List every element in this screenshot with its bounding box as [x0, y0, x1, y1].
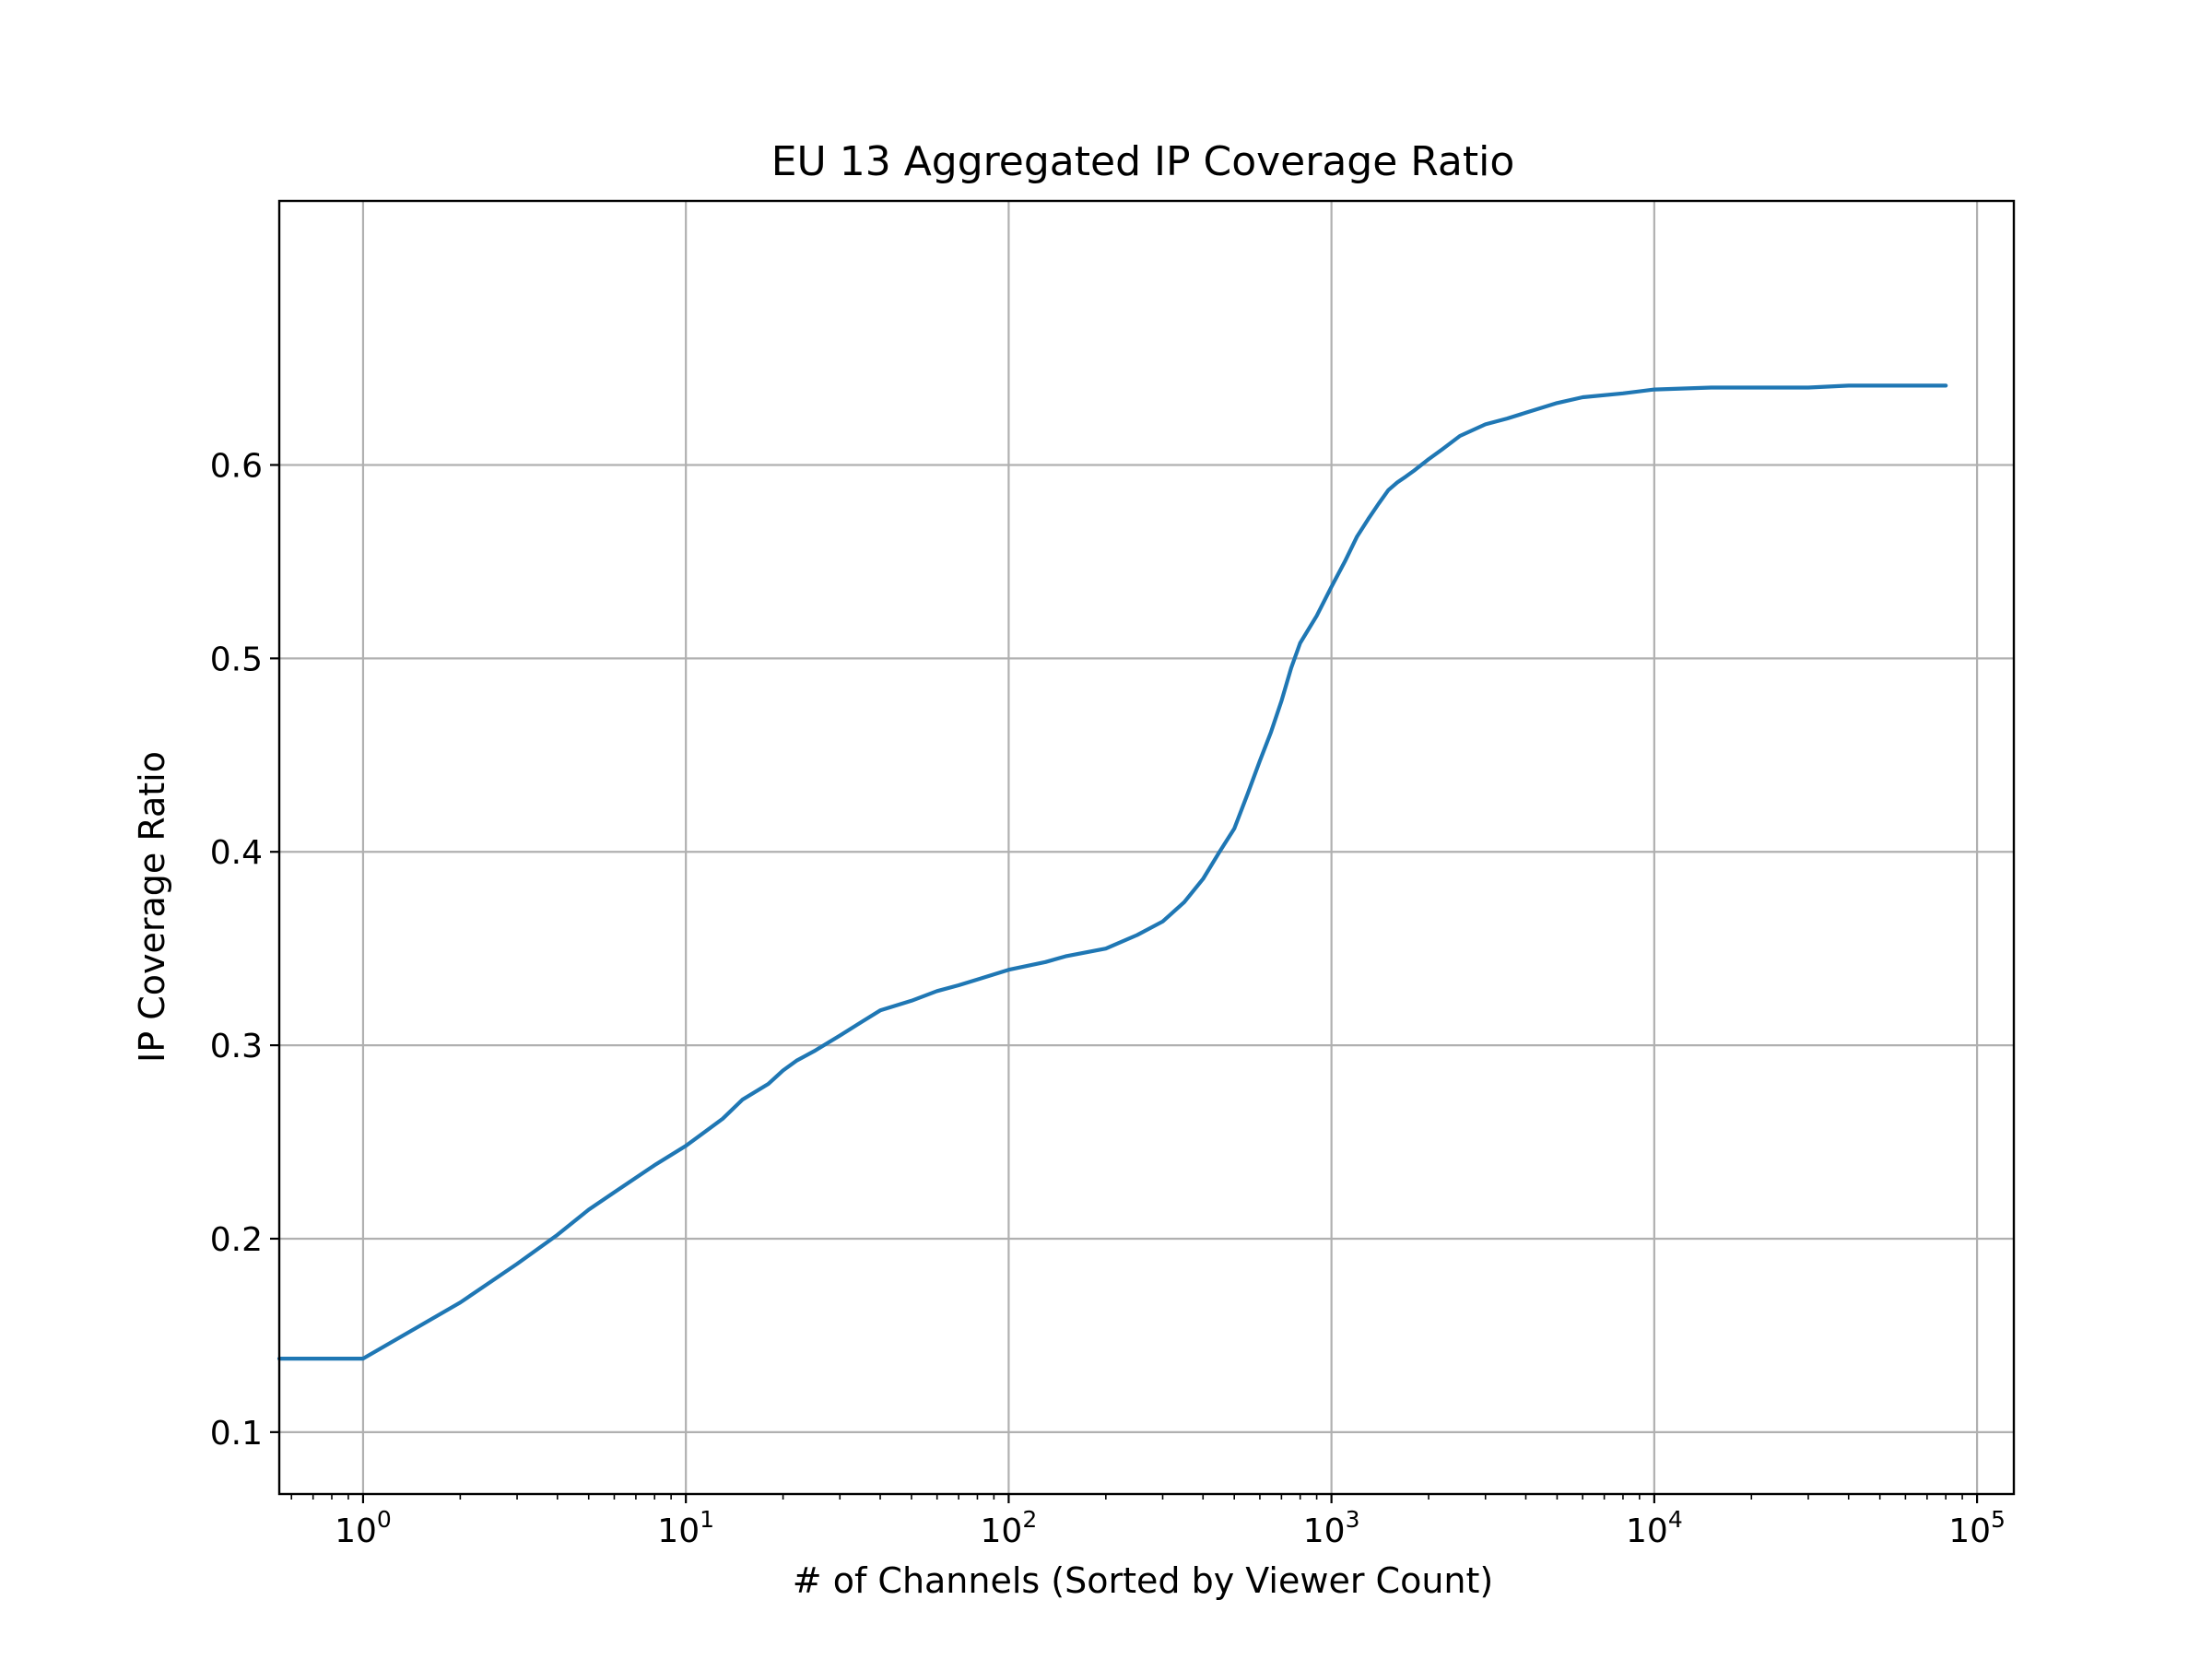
x-tick-label-1: 101	[657, 1506, 714, 1550]
x-tick-labels: 100 101 102 103 104 105	[335, 1506, 2006, 1550]
x-tick-label-4: 104	[1626, 1506, 1683, 1550]
plot-frame	[277, 199, 2016, 1496]
y-tick-label-4: 0.5	[210, 641, 263, 678]
y-axis-label: IP Coverage Ratio	[132, 751, 172, 1063]
chart-title: EU 13 Aggregated IP Coverage Ratio	[771, 138, 1515, 185]
y-tick-label-2: 0.3	[210, 1028, 263, 1065]
y-tick-label-3: 0.4	[210, 834, 263, 872]
x-tick-label-5: 105	[1948, 1506, 2006, 1550]
x-axis-label: # of Channels (Sorted by Viewer Count)	[793, 1560, 1493, 1601]
minor-ticks	[290, 1494, 1963, 1500]
y-tick-label-0: 0.1	[210, 1415, 263, 1453]
series-line	[276, 383, 1948, 1361]
y-tick-labels: 0.1 0.2 0.3 0.4 0.5 0.6	[210, 447, 263, 1452]
major-ticks	[270, 464, 1979, 1503]
x-tick-label-2: 102	[981, 1506, 1038, 1550]
y-tick-label-1: 0.2	[210, 1221, 263, 1259]
x-tick-label-3: 103	[1303, 1506, 1360, 1550]
y-tick-label-5: 0.6	[210, 447, 263, 485]
x-tick-label-0: 100	[335, 1506, 392, 1550]
grid	[279, 201, 2014, 1494]
